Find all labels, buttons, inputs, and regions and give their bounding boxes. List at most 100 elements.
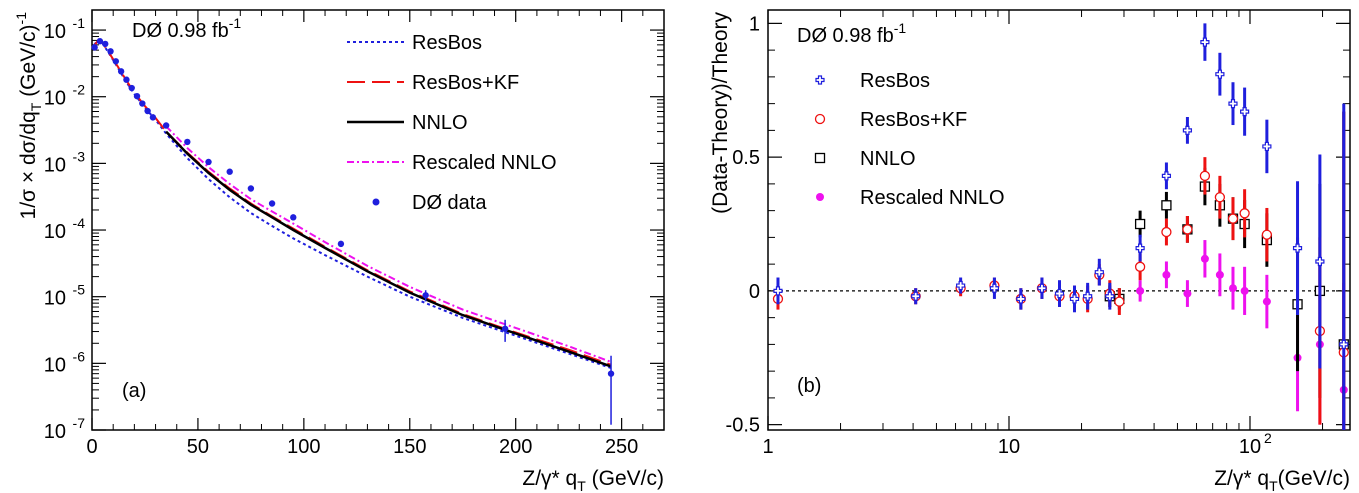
y-tick-label-a: 10 [44,288,66,310]
y-tick-base: 10 [44,221,66,243]
y-tick-exp: -6 [73,348,86,364]
panel-label-text: (b) [797,375,821,397]
legend-label-text: ResBos [860,70,930,92]
panel-b: 1 10 10 210.50-0.5ResBosResBos+KFNNLORescal… [709,9,1351,493]
data-point-a [501,325,509,332]
data-point-a [247,185,255,192]
marker-filled-circle [1200,254,1209,263]
marker-open-cross [773,286,783,296]
y-axis-title-b: (Data-Theory)/Theory [709,12,732,214]
marker-open-circle [1161,226,1172,238]
y-tick-exponent-a: -5 [73,282,86,298]
x-axis-title-sub: T [577,478,586,493]
data-point-a [112,58,120,65]
marker-filled-circle [1262,297,1271,306]
marker-open-circle [1214,192,1226,203]
data-point-a [422,292,429,299]
y-tick-base: 10 [44,154,66,176]
marker-open-circle [1199,170,1211,182]
data-point-a [102,40,109,48]
annotation-sup: -1 [229,15,242,31]
x-tick-label-b: 1 [762,436,773,458]
y-tick-label-b: 0.5 [732,147,760,169]
legend-label-b: ResBos+KF [860,109,967,131]
legend-label-text: NNLO [860,148,916,170]
marker-open-circle [1182,224,1193,235]
data-point-a [184,138,191,146]
y-tick-exponent-a: -6 [73,348,86,364]
y-tick-base: 10 [44,421,66,443]
series-resbos [773,23,1349,430]
panel-label-b: (b) [797,375,821,397]
x-tick-label-text: 0 [86,436,97,458]
marker-open-cross [1315,256,1325,267]
y-tick-exp: -1 [73,15,86,31]
legend-b: ResBos ResBos+KF NNLO Rescaled NNLO [814,70,1005,209]
marker-open-cross [1182,125,1193,135]
y-axis-title-main: (Data-Theory)/Theory [709,12,732,214]
y-tick-exp: -4 [73,215,86,231]
marker-open-cross [1292,243,1303,253]
data-point-a [139,100,146,107]
x-tick-exponent-b: 2 [1264,430,1272,446]
x-tick-label-text: 250 [605,436,638,458]
curve-resbos [93,38,612,369]
y-tick-exponent-a: -4 [73,215,86,231]
y-tick-exponent-a: -3 [73,148,86,164]
annotation-b: DØ 0.98 fb-1 [797,20,906,47]
y-axis-title-a: 1/σ × dσ/dqT (GeV/c)-1 [13,12,44,220]
x-tick-label-a: 150 [393,436,426,458]
y-axis-title-sub: T [28,102,44,111]
x-tick-label-a: 250 [605,436,638,458]
legend-label-a: DØ data [412,192,487,214]
marker-open-square [1134,218,1146,230]
panel-a: 0 50 100 150 200 250 10 -1 10 -2 10 -3 10 -4 10 -5 10 -6 1… [13,9,665,493]
y-tick-label-b: 0 [749,281,760,303]
marker-open-circle [1261,229,1273,240]
x-axis-title-main: Z/γ* q [1214,467,1269,490]
y-tick-exp: -3 [73,148,86,164]
marker-open-cross [1069,294,1080,304]
annotation-sup: -1 [894,20,907,36]
panel-label-text: (a) [122,380,146,402]
y-tick-label-text: 0.5 [732,147,760,169]
y-tick-exp: -7 [73,415,86,431]
annotation-text: DØ 0.98 fb [132,20,229,42]
legend-label-text: DØ data [412,192,487,214]
marker-open-cross [956,280,966,291]
marker-open-cross [1200,37,1210,47]
marker-filled-circle [1136,286,1145,295]
y-tick-exp: -5 [73,282,86,298]
marker-open-cross [1339,339,1349,349]
x-axis-title-sub: T [1269,478,1278,493]
y-tick-base: 10 [44,21,66,43]
marker-open-cross [1083,291,1093,301]
y-tick-base: 10 [44,88,66,110]
legend-label-b: ResBos [860,70,930,92]
marker-open-circle [1227,213,1239,224]
y-tick-label-a: 10 [44,154,66,176]
y-tick-label-b: 1 [749,13,760,35]
y-tick-label-b: -0.5 [726,415,760,437]
marker-open-cross [1016,294,1026,304]
y-tick-label-a: 10 [44,354,66,376]
x-tick-label-text: 200 [499,436,532,458]
marker-open-cross [1161,171,1172,181]
annotation-text: DØ 0.98 fb [797,25,894,47]
data-point-a [205,158,212,166]
marker-open-square [1161,200,1172,211]
x-tick-label-a: 100 [287,436,320,458]
marker-filled-circle [1183,289,1192,298]
marker-open-cross [1262,141,1272,152]
annotation-a: DØ 0.98 fb-1 [132,15,241,42]
y-axis-title-unit: (GeV/c) [17,24,40,102]
marker-open-cross [1037,283,1047,293]
x-tick-label-b: 10 [998,436,1020,458]
curve-rescaled-nnlo [165,125,612,363]
marker-open-cross [1215,69,1225,79]
y-axis-title-sup: -1 [13,12,29,25]
x-tick-label-a: 200 [499,436,532,458]
y-tick-exponent-a: -2 [73,82,86,98]
legend-label-b: Rescaled NNLO [860,187,1005,209]
